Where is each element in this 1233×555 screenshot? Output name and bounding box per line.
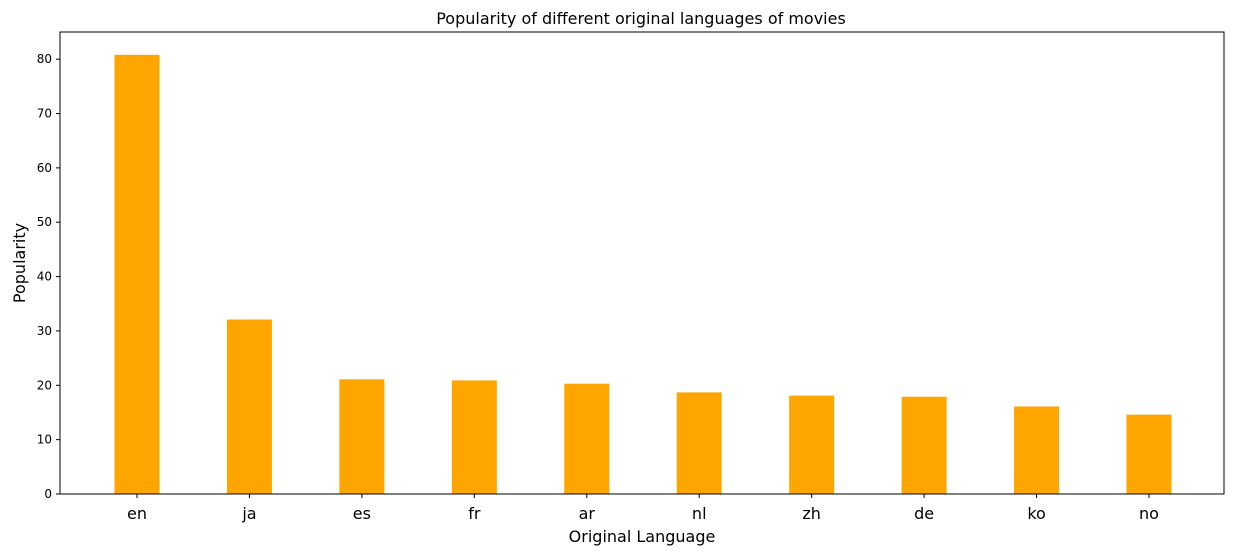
- bar-no: [1126, 414, 1172, 494]
- x-tick-label: no: [1139, 504, 1159, 523]
- x-tick-label: de: [914, 504, 934, 523]
- x-axis-ticks: en ja es fr ar nl zh de ko no: [127, 494, 1159, 523]
- y-tick-label: 80: [37, 52, 52, 66]
- bars-group: [114, 54, 1172, 494]
- x-axis-label: Original Language: [569, 527, 716, 546]
- plot-frame: [59, 31, 1225, 495]
- y-tick-label: 50: [37, 215, 52, 229]
- bar-zh: [789, 395, 835, 494]
- y-tick-label: 60: [37, 161, 52, 175]
- bar-ja: [226, 319, 272, 494]
- bar-fr: [451, 380, 497, 494]
- x-tick-label: ja: [241, 504, 256, 523]
- y-tick-label: 20: [37, 378, 52, 392]
- y-tick-label: 70: [37, 107, 52, 121]
- chart-title: Popularity of different original languag…: [436, 9, 846, 28]
- x-tick-label: en: [127, 504, 147, 523]
- x-tick-label: es: [353, 504, 371, 523]
- bar-es: [339, 379, 385, 494]
- bar-nl: [676, 392, 722, 494]
- y-tick-label: 30: [37, 324, 52, 338]
- bar-en: [114, 54, 160, 494]
- y-tick-label: 10: [37, 433, 52, 447]
- bar-ko: [1014, 406, 1060, 494]
- x-tick-label: fr: [468, 504, 481, 523]
- y-axis-ticks: 0 10 20 30 40 50 60 70 80: [37, 52, 60, 501]
- x-tick-label: nl: [692, 504, 707, 523]
- y-axis-label: Popularity: [10, 223, 29, 303]
- x-tick-label: ar: [579, 504, 596, 523]
- y-tick-label: 0: [44, 487, 52, 501]
- bar-de: [901, 396, 947, 494]
- y-tick-label: 40: [37, 270, 52, 284]
- x-tick-label: ko: [1027, 504, 1045, 523]
- bar-ar: [564, 383, 610, 494]
- x-tick-label: zh: [802, 504, 821, 523]
